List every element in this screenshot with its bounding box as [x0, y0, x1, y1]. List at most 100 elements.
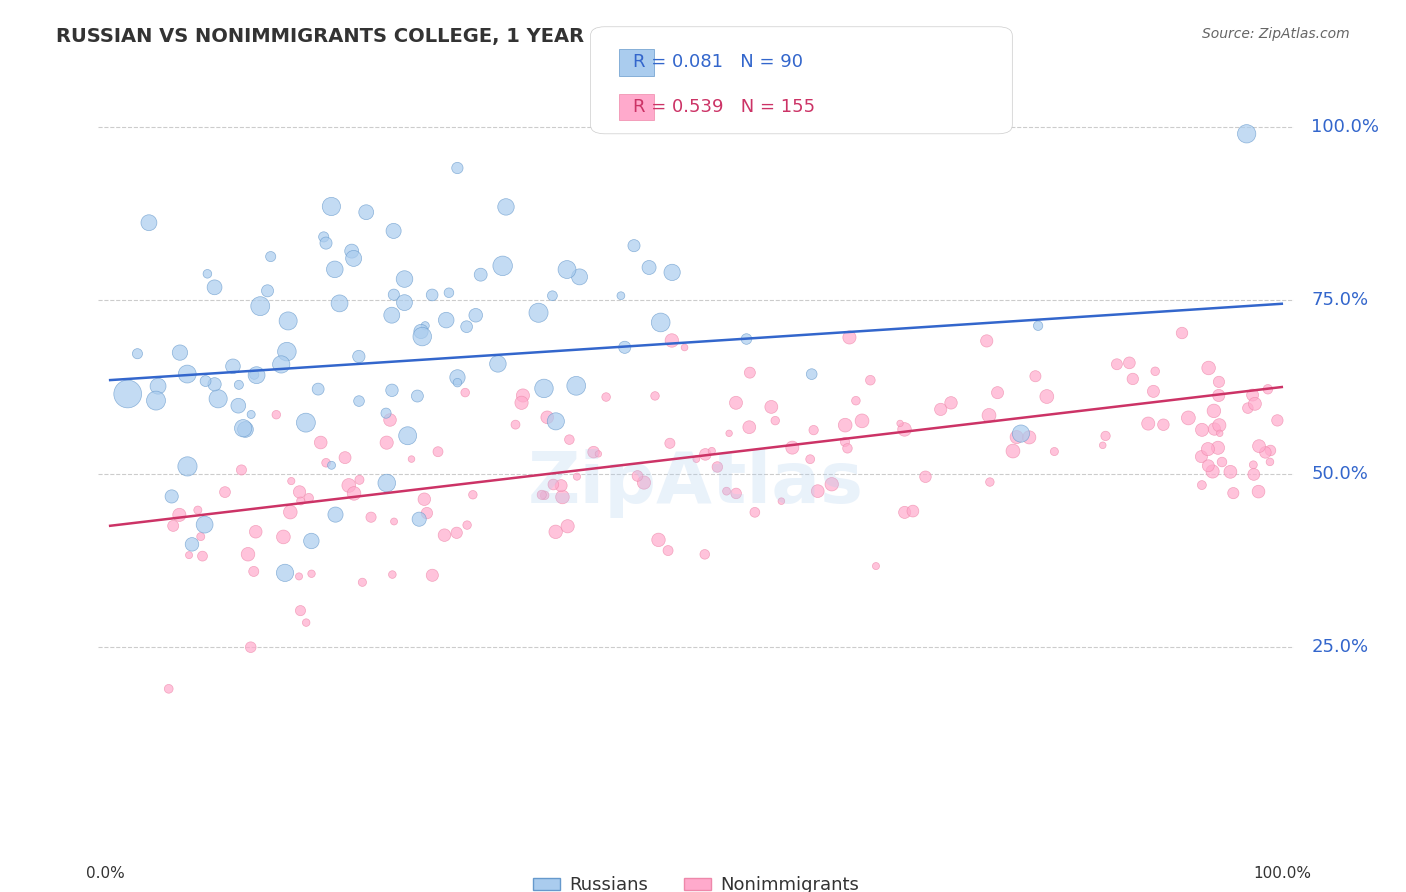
Point [1206, 441, 1229, 455]
Point [409, 325, 432, 339]
Point [190, 530, 212, 544]
Point [298, 491, 321, 505]
Point [1152, 417, 1174, 432]
Point [278, 505, 301, 519]
Point [1197, 442, 1219, 456]
Point [416, 506, 439, 520]
Point [276, 344, 298, 359]
Point [176, 459, 198, 474]
Point [406, 389, 429, 403]
Point [290, 604, 312, 618]
Point [413, 318, 436, 333]
Point [770, 494, 793, 508]
Point [803, 423, 825, 437]
Point [461, 488, 484, 502]
Point [375, 406, 398, 420]
Point [1219, 465, 1241, 479]
Point [437, 285, 460, 300]
Point [595, 390, 617, 404]
Point [685, 452, 707, 467]
Point [204, 377, 226, 392]
Point [633, 475, 655, 490]
Point [347, 394, 370, 409]
Point [394, 272, 416, 286]
Point [851, 414, 873, 428]
Point [329, 296, 352, 310]
Point [738, 420, 761, 434]
Point [337, 478, 360, 492]
Point [321, 199, 343, 213]
Point [588, 447, 610, 461]
Point [1043, 444, 1066, 458]
Point [914, 469, 936, 483]
Point [1241, 388, 1264, 402]
Point [382, 224, 405, 238]
Point [354, 205, 377, 219]
Point [1257, 382, 1279, 396]
Point [242, 565, 264, 579]
Point [343, 486, 366, 500]
Point [214, 485, 236, 500]
Point [939, 396, 962, 410]
Point [718, 426, 741, 441]
Point [340, 244, 363, 259]
Point [226, 399, 249, 413]
Point [280, 474, 302, 488]
Point [273, 530, 295, 544]
Point [145, 393, 167, 408]
Point [394, 295, 416, 310]
Point [343, 252, 366, 266]
Point [536, 410, 558, 425]
Point [138, 216, 160, 230]
Point [1137, 417, 1160, 431]
Point [725, 486, 748, 500]
Point [323, 262, 346, 277]
Point [207, 392, 229, 406]
Point [807, 484, 830, 499]
Point [693, 547, 716, 561]
Point [456, 319, 478, 334]
Point [661, 265, 683, 279]
Point [181, 537, 204, 551]
Text: 0.0%: 0.0% [87, 865, 125, 880]
Point [315, 456, 337, 470]
Text: 100.0%: 100.0% [1253, 865, 1312, 880]
Point [865, 559, 887, 574]
Point [1208, 418, 1230, 433]
Point [650, 315, 672, 329]
Text: 100.0%: 100.0% [1312, 118, 1379, 136]
Point [1105, 357, 1128, 371]
Text: R = 0.081   N = 90: R = 0.081 N = 90 [633, 54, 803, 71]
Point [411, 329, 433, 343]
Point [986, 385, 1008, 400]
Point [309, 435, 332, 450]
Point [901, 504, 924, 518]
Point [782, 441, 804, 455]
Point [1171, 326, 1194, 340]
Point [977, 409, 1000, 423]
Point [381, 384, 404, 398]
Point [799, 452, 821, 467]
Point [1005, 430, 1028, 444]
Point [301, 566, 323, 581]
Point [446, 525, 468, 540]
Point [1201, 465, 1223, 479]
Point [299, 533, 322, 548]
Point [486, 357, 509, 371]
Point [530, 488, 553, 502]
Point [1144, 364, 1167, 378]
Point [127, 347, 149, 361]
Point [177, 548, 200, 562]
Text: RUSSIAN VS NONIMMIGRANTS COLLEGE, 1 YEAR OR MORE CORRELATION CHART: RUSSIAN VS NONIMMIGRANTS COLLEGE, 1 YEAR… [56, 27, 934, 45]
Point [321, 458, 343, 473]
Point [700, 444, 723, 458]
Point [295, 615, 318, 630]
Point [277, 314, 299, 328]
Point [382, 287, 405, 301]
Point [245, 368, 267, 383]
Point [657, 543, 679, 558]
Point [162, 519, 184, 533]
Point [1191, 423, 1213, 437]
Point [446, 376, 468, 390]
Point [492, 259, 515, 273]
